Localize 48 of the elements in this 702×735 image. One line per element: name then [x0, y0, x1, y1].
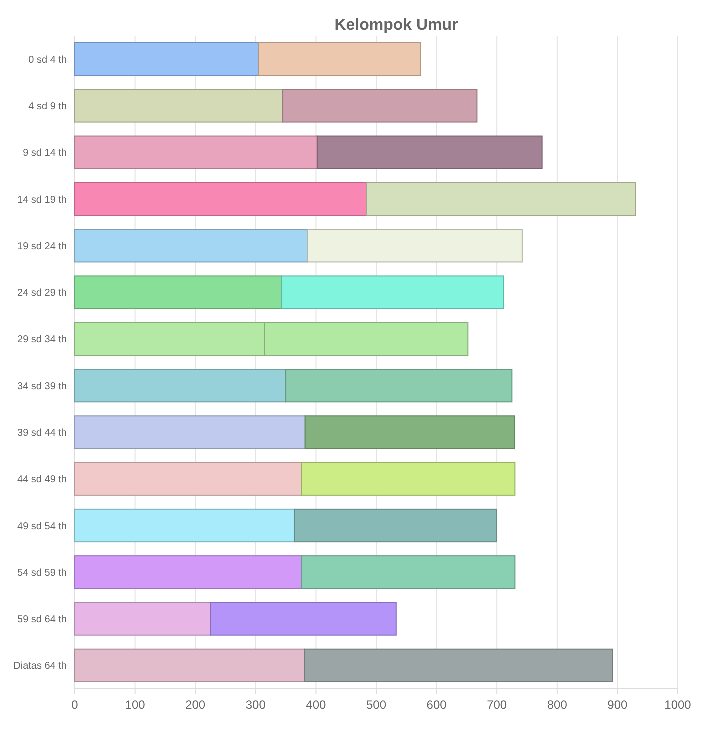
bar [74, 416, 306, 450]
x-tick-label: 200 [186, 698, 206, 712]
bar [74, 462, 302, 496]
y-tick-label: 54 sd 59 th [18, 568, 67, 579]
y-tick-label: 14 sd 19 th [18, 194, 67, 206]
x-tick-label: 400 [306, 698, 327, 712]
y-tick-label: 49 sd 54 th [18, 521, 67, 532]
x-tick-label: 900 [608, 698, 628, 712]
y-tick-label: Diatas 64 th [14, 661, 67, 672]
y-tick-label: 39 sd 44 th [18, 428, 67, 439]
x-tick-label: 1000 [664, 698, 692, 712]
bar [74, 368, 287, 403]
y-tick-label: 59 sd 64 th [18, 614, 67, 626]
bar [74, 648, 306, 683]
y-tick-label: 34 sd 39 th [18, 381, 67, 392]
y-tick-label: 9 sd 14 th [23, 148, 67, 160]
bar [286, 368, 513, 403]
x-tick-label: 100 [125, 698, 146, 712]
y-tick-label: 29 sd 34 th [18, 334, 67, 346]
y-tick-label: 44 sd 49 th [18, 474, 67, 486]
x-tick-label: 700 [487, 698, 508, 712]
bar [210, 602, 397, 636]
bar [74, 556, 302, 590]
bar [366, 182, 636, 216]
y-tick-label: 0 sd 4 th [28, 54, 67, 66]
bar [282, 89, 478, 123]
x-tick-label: 600 [426, 698, 448, 712]
y-tick-label: 19 sd 24 th [18, 241, 67, 252]
x-tick-label: 800 [547, 698, 568, 712]
bar [304, 416, 516, 450]
bar [307, 229, 523, 263]
bar [74, 89, 284, 123]
bar [258, 42, 422, 76]
x-tick-label: 300 [246, 698, 266, 712]
bar [301, 462, 516, 496]
bar [74, 276, 282, 310]
bar [74, 182, 368, 216]
x-tick-label: 0 [72, 698, 79, 712]
bar [74, 42, 260, 76]
y-tick-label: 24 sd 29 th [18, 288, 67, 300]
chart-title: Kelompok Umur [334, 17, 458, 34]
bar [281, 276, 504, 310]
bar [301, 556, 516, 590]
x-tick-label: 500 [366, 698, 387, 712]
bar [74, 229, 308, 263]
y-tick-label: 4 sd 9 th [28, 101, 67, 112]
bar [304, 648, 614, 683]
bar [74, 602, 212, 636]
